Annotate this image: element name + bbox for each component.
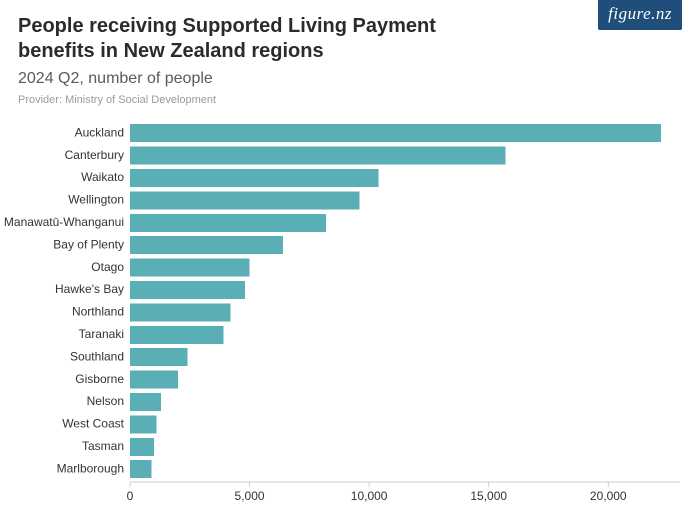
- x-tick-label: 5,000: [235, 489, 265, 503]
- bar: [130, 281, 245, 299]
- x-tick-label: 0: [127, 489, 134, 503]
- y-category-label: West Coast: [62, 417, 124, 431]
- bar: [130, 214, 326, 232]
- y-category-label: Tasman: [82, 439, 124, 453]
- bar: [130, 124, 661, 142]
- y-category-label: Gisborne: [75, 372, 124, 386]
- bar: [130, 169, 379, 187]
- page-root: figure.nz People receiving Supported Liv…: [0, 0, 700, 525]
- y-category-label: Marlborough: [57, 461, 124, 475]
- y-category-label: Northland: [72, 305, 124, 319]
- x-tick-label: 10,000: [351, 489, 388, 503]
- bar: [130, 191, 360, 209]
- bar: [130, 371, 178, 389]
- y-category-label: Taranaki: [79, 327, 124, 341]
- y-category-label: Nelson: [87, 394, 124, 408]
- bar: [130, 259, 250, 277]
- x-tick-label: 15,000: [470, 489, 507, 503]
- y-category-label: Manawatū-Whanganui: [4, 215, 124, 229]
- y-category-label: Auckland: [75, 125, 124, 139]
- bar: [130, 236, 283, 254]
- bar: [130, 415, 156, 433]
- chart-subtitle: 2024 Q2, number of people: [18, 70, 682, 88]
- bar: [130, 303, 230, 321]
- bar: [130, 147, 505, 165]
- bar: [130, 438, 154, 456]
- y-category-label: Canterbury: [65, 148, 124, 162]
- y-category-label: Hawke's Bay: [55, 282, 124, 296]
- bar: [130, 460, 152, 478]
- bar-chart: 0 5,000 10,000 15,000 20,000 Auckland Canterbu…: [4, 116, 688, 516]
- bar: [130, 326, 223, 344]
- chart-provider: Provider: Ministry of Social Development: [18, 94, 682, 106]
- bar: [130, 348, 187, 366]
- x-tick-label: 20,000: [590, 489, 627, 503]
- chart-title: People receiving Supported Living Paymen…: [18, 14, 498, 64]
- bar: [130, 393, 161, 411]
- y-category-label: Bay of Plenty: [53, 237, 124, 251]
- y-category-label: Southland: [70, 349, 124, 363]
- figurenz-logo: figure.nz: [598, 0, 682, 30]
- y-category-label: Waikato: [81, 170, 124, 184]
- y-category-label: Wellington: [68, 193, 124, 207]
- y-category-label: Otago: [91, 260, 124, 274]
